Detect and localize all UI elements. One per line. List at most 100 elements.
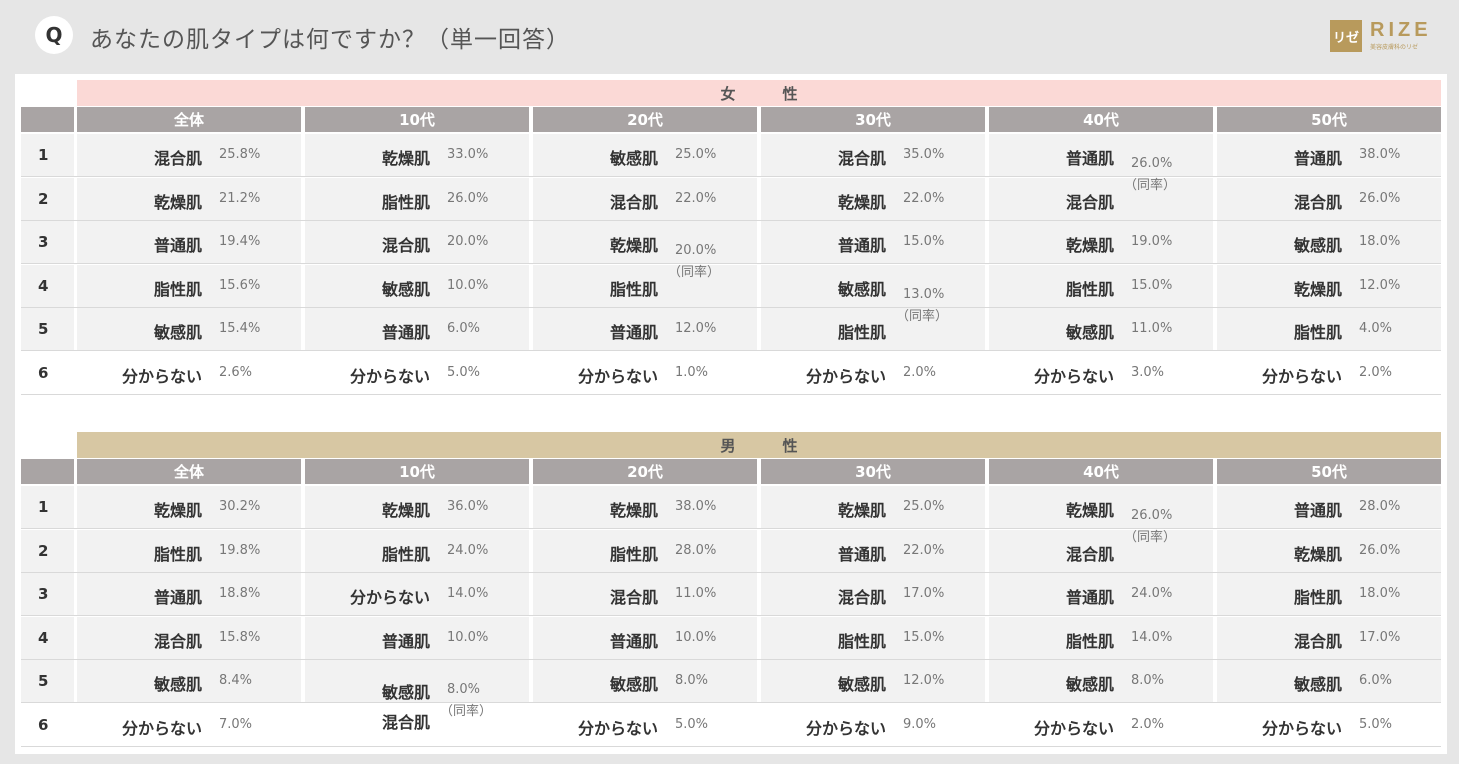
table-cell	[761, 703, 985, 746]
percent-value: 12.0%	[675, 321, 717, 336]
percent-value: 8.4%	[219, 673, 253, 688]
skin-type-label: 分からない	[577, 366, 658, 386]
skin-type-label: 脂性肌	[837, 631, 886, 651]
table-cell	[77, 134, 301, 176]
skin-type-label: 乾燥肌	[381, 149, 430, 168]
table-cell	[305, 177, 529, 220]
percent-value: 19.4%	[219, 234, 261, 249]
group-bar-male: 男 性	[77, 432, 1441, 458]
table-cell	[1217, 264, 1441, 307]
skin-type-label: 脂性肌	[1065, 279, 1114, 299]
table-cell	[989, 660, 1213, 702]
table-cell	[989, 308, 1213, 350]
table-cell	[305, 351, 529, 394]
header-corner	[21, 459, 74, 484]
percent-value: 18.0%	[1359, 586, 1401, 601]
percent-value: 15.0%	[903, 234, 945, 249]
percent-value: 18.8%	[219, 586, 261, 601]
percent-value: 22.0%	[675, 190, 717, 206]
percent-value: 9.0%	[903, 716, 937, 732]
table-cell	[77, 616, 301, 659]
table-cell	[989, 134, 1213, 176]
row-divider	[21, 528, 1441, 529]
percent-value: 10.0%	[447, 629, 489, 645]
percent-value: 24.0%	[1131, 586, 1173, 601]
table-cell	[77, 308, 301, 350]
column-header: 10代	[305, 107, 529, 132]
skin-type-label: 混合肌	[1293, 631, 1342, 651]
row-divider	[21, 263, 1441, 264]
table-cell	[77, 660, 301, 702]
table-cell	[533, 308, 757, 350]
skin-type-label: 普通肌	[609, 323, 658, 342]
skin-type-label: 混合肌	[1293, 192, 1342, 212]
percent-value: 19.0%	[1131, 234, 1173, 249]
skin-type-label: 普通肌	[1065, 149, 1114, 168]
column-header: 50代	[1217, 459, 1441, 484]
rank-number: 3	[21, 573, 74, 615]
table-cell	[77, 486, 301, 528]
table-cell	[1217, 177, 1441, 220]
rank-number: 2	[21, 529, 74, 572]
logo-mark: リゼ	[1330, 20, 1362, 52]
percent-value: 22.0%	[903, 190, 945, 206]
percent-value: 12.0%	[1359, 277, 1401, 293]
table-cell	[533, 573, 757, 615]
table-cell	[761, 177, 985, 220]
table-cell	[1217, 308, 1441, 350]
skin-type-label: 乾燥肌	[381, 501, 430, 520]
table-cell	[77, 351, 301, 394]
column-header: 10代	[305, 459, 529, 484]
table-cell	[533, 351, 757, 394]
table-cell	[761, 529, 985, 572]
percent-value: 26.0%	[447, 190, 489, 206]
skin-type-label: 普通肌	[153, 588, 202, 607]
column-header: 50代	[1217, 107, 1441, 132]
rank-number: 6	[21, 703, 74, 746]
column-header: 20代	[533, 459, 757, 484]
percent-value: 4.0%	[1359, 321, 1393, 336]
skin-type-label: 脂性肌	[609, 544, 658, 564]
skin-type-label: 敏感肌	[1065, 323, 1114, 342]
percent-value: 17.0%	[1359, 629, 1401, 645]
skin-type-label: 分からない	[1033, 366, 1114, 386]
table-cell	[533, 660, 757, 702]
table-cell	[533, 264, 757, 307]
table-cell	[533, 486, 757, 528]
skin-type-label: 普通肌	[609, 631, 658, 651]
percent-value: 11.0%	[675, 586, 717, 601]
question-title: あなたの肌タイプは何ですか？（単一回答）	[90, 27, 570, 53]
percent-value: 36.0%	[447, 499, 489, 514]
table-cell	[305, 308, 529, 350]
table-cell	[989, 573, 1213, 615]
row-divider	[21, 219, 1441, 221]
percent-value: 19.8%	[219, 542, 261, 558]
column-header: 40代	[989, 459, 1213, 484]
skin-type-label: 脂性肌	[153, 279, 202, 299]
percent-value: 10.0%	[447, 277, 489, 293]
skin-type-label: 混合肌	[153, 149, 202, 168]
percent-value: 15.0%	[1131, 277, 1173, 293]
percent-value: 15.8%	[219, 629, 261, 645]
percent-value: 25.0%	[903, 499, 945, 514]
percent-value: 20.0%	[447, 234, 489, 249]
table-cell	[761, 351, 985, 394]
tie-note: （同率）	[1124, 178, 1177, 193]
logo-subtitle: 美容皮膚科のリゼ	[1370, 44, 1419, 51]
skin-type-label: 敏感肌	[837, 279, 886, 299]
percent-value: 11.0%	[1131, 321, 1173, 336]
rank-number: 5	[21, 660, 74, 702]
percent-value: 14.0%	[1131, 629, 1173, 645]
skin-type-label: 脂性肌	[1065, 631, 1114, 651]
skin-type-label: 混合肌	[609, 588, 658, 607]
table-cell	[761, 134, 985, 176]
table-cell	[305, 134, 529, 176]
skin-type-label: 普通肌	[381, 631, 430, 651]
skin-type-label: 乾燥肌	[1065, 501, 1114, 520]
skin-type-label: 乾燥肌	[153, 501, 202, 520]
table-cell	[305, 703, 529, 746]
table-cell	[533, 221, 757, 263]
skin-type-label: 乾燥肌	[609, 236, 658, 255]
column-header: 20代	[533, 107, 757, 132]
percent-value: 6.0%	[1359, 673, 1393, 688]
